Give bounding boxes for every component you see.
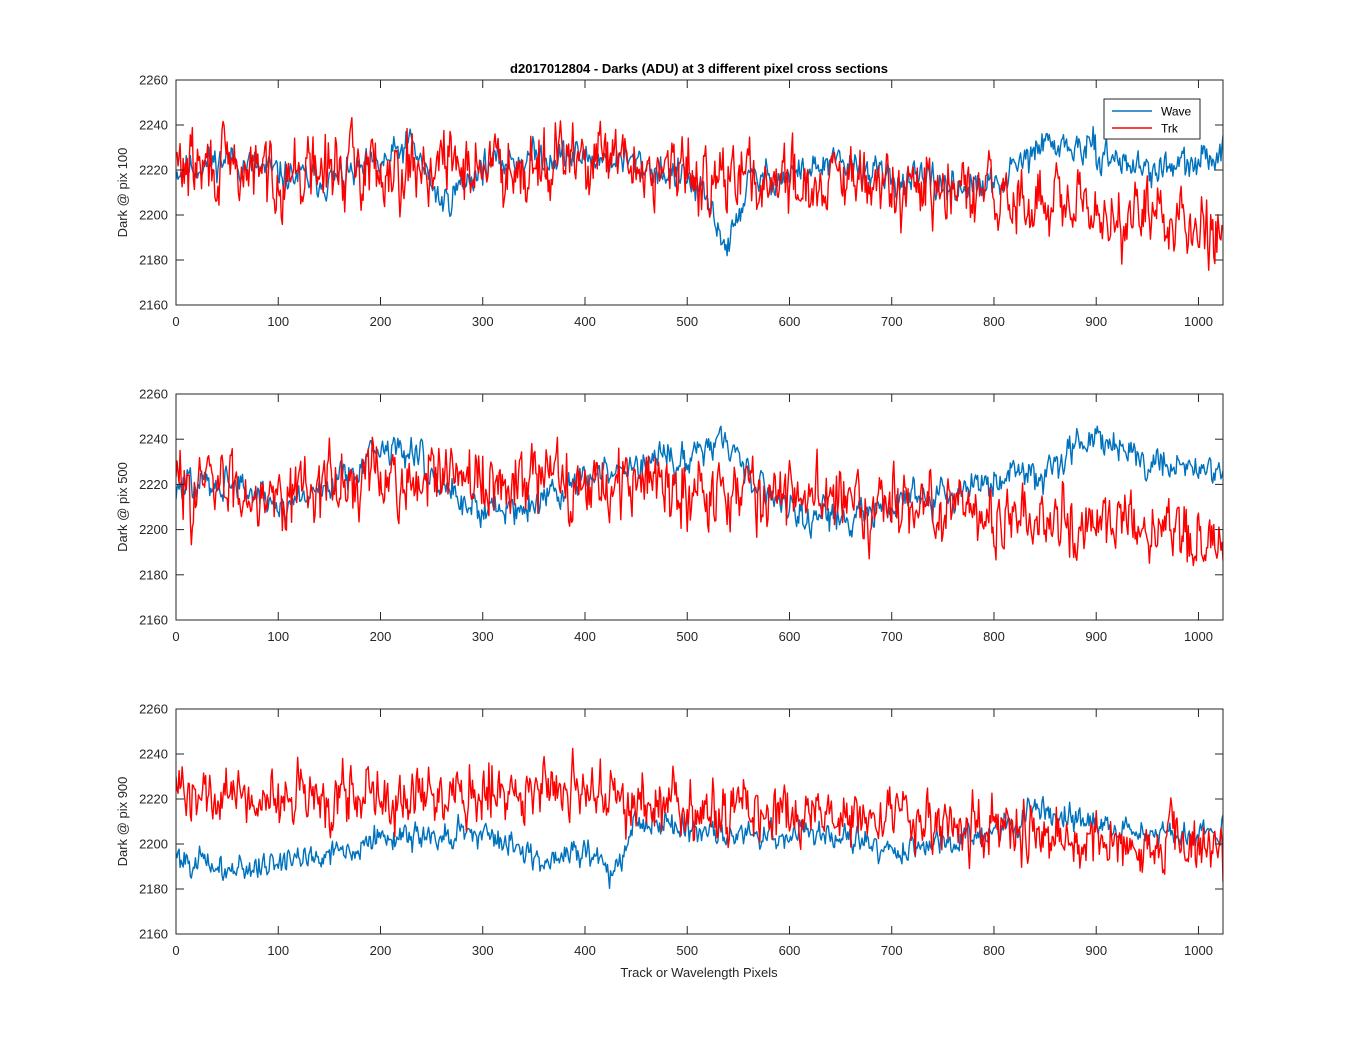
x-tick-label: 500 [676,943,698,958]
legend: Wave Trk [1103,98,1201,140]
x-axis-label: Track or Wavelength Pixels [620,965,778,980]
x-tick-label: 300 [472,943,494,958]
y-tick-label: 2160 [139,927,168,942]
series-line-wave [176,425,1223,539]
y-tick-label: 2220 [139,163,168,178]
series-line-wave [176,795,1223,890]
x-tick-label: 500 [676,629,698,644]
y-tick-label: 2240 [139,118,168,133]
x-tick-label: 600 [779,629,801,644]
x-tick-label: 400 [574,629,596,644]
y-tick-label: 2200 [139,837,168,852]
x-tick-label: 400 [574,314,596,329]
plot-frame [175,393,1224,621]
y-tick-label: 2260 [139,702,168,717]
y-axis-label: Dark @ pix 500 [115,462,130,552]
series-line-trk [176,116,1223,271]
y-tick-label: 2220 [139,792,168,807]
x-tick-label: 600 [779,314,801,329]
chart-title: d2017012804 - Darks (ADU) at 3 different… [510,61,888,76]
x-tick-label: 1000 [1184,629,1213,644]
x-tick-label: 900 [1085,629,1107,644]
legend-label-wave: Wave [1161,105,1192,119]
x-tick-label: 100 [267,629,289,644]
subplot-panels: 0 100 200 300 400 500 600 700 800 900 100021602180… [115,73,1224,958]
legend-box [1103,98,1201,140]
series-line-trk [176,436,1223,567]
plot-frame [175,708,1224,935]
x-tick-label: 0 [172,314,179,329]
y-tick-label: 2160 [139,298,168,313]
x-tick-label: 500 [676,314,698,329]
x-tick-label: 0 [172,629,179,644]
y-tick-label: 2200 [139,522,168,537]
y-tick-label: 2260 [139,387,168,402]
subplot-2: 0 100 200 300 400 500 600 700 800 900 1000 2160 2180… [115,387,1224,644]
x-tick-label: 600 [779,943,801,958]
x-tick-label: 1000 [1184,314,1213,329]
y-tick-label: 2160 [139,613,168,628]
x-tick-label: 1000 [1184,943,1213,958]
y-tick-label: 2220 [139,477,168,492]
subplot-1: 0 100 200 300 400 500 600 700 800 900 1000 2160 2180… [115,73,1224,329]
x-tick-label: 400 [574,943,596,958]
x-tick-label: 200 [370,314,392,329]
series-line-trk [176,747,1223,883]
x-tick-label: 700 [881,314,903,329]
x-tick-label: 300 [472,314,494,329]
y-tick-label: 2240 [139,747,168,762]
y-tick-label: 2180 [139,882,168,897]
x-tick-label: 700 [881,629,903,644]
legend-label-trk: Trk [1161,122,1179,136]
y-tick-label: 2180 [139,567,168,582]
y-axis-label: Dark @ pix 900 [115,777,130,867]
x-tick-label: 300 [472,629,494,644]
y-tick-label: 2240 [139,432,168,447]
x-tick-label: 800 [983,629,1005,644]
plot-frame [175,79,1224,306]
y-tick-label: 2180 [139,253,168,268]
y-tick-label: 2260 [139,73,168,88]
x-tick-label: 800 [983,314,1005,329]
y-tick-label: 2200 [139,208,168,223]
x-tick-label: 800 [983,943,1005,958]
x-tick-label: 200 [370,943,392,958]
x-tick-label: 100 [267,314,289,329]
x-tick-label: 700 [881,943,903,958]
x-tick-label: 0 [172,943,179,958]
subplot-3: 0 100 200 300 400 500 600 700 800 900 1000 2160 2180… [115,702,1224,958]
x-tick-label: 900 [1085,314,1107,329]
y-axis-label: Dark @ pix 100 [115,148,130,238]
x-tick-label: 900 [1085,943,1107,958]
x-tick-label: 100 [267,943,289,958]
x-tick-label: 200 [370,629,392,644]
